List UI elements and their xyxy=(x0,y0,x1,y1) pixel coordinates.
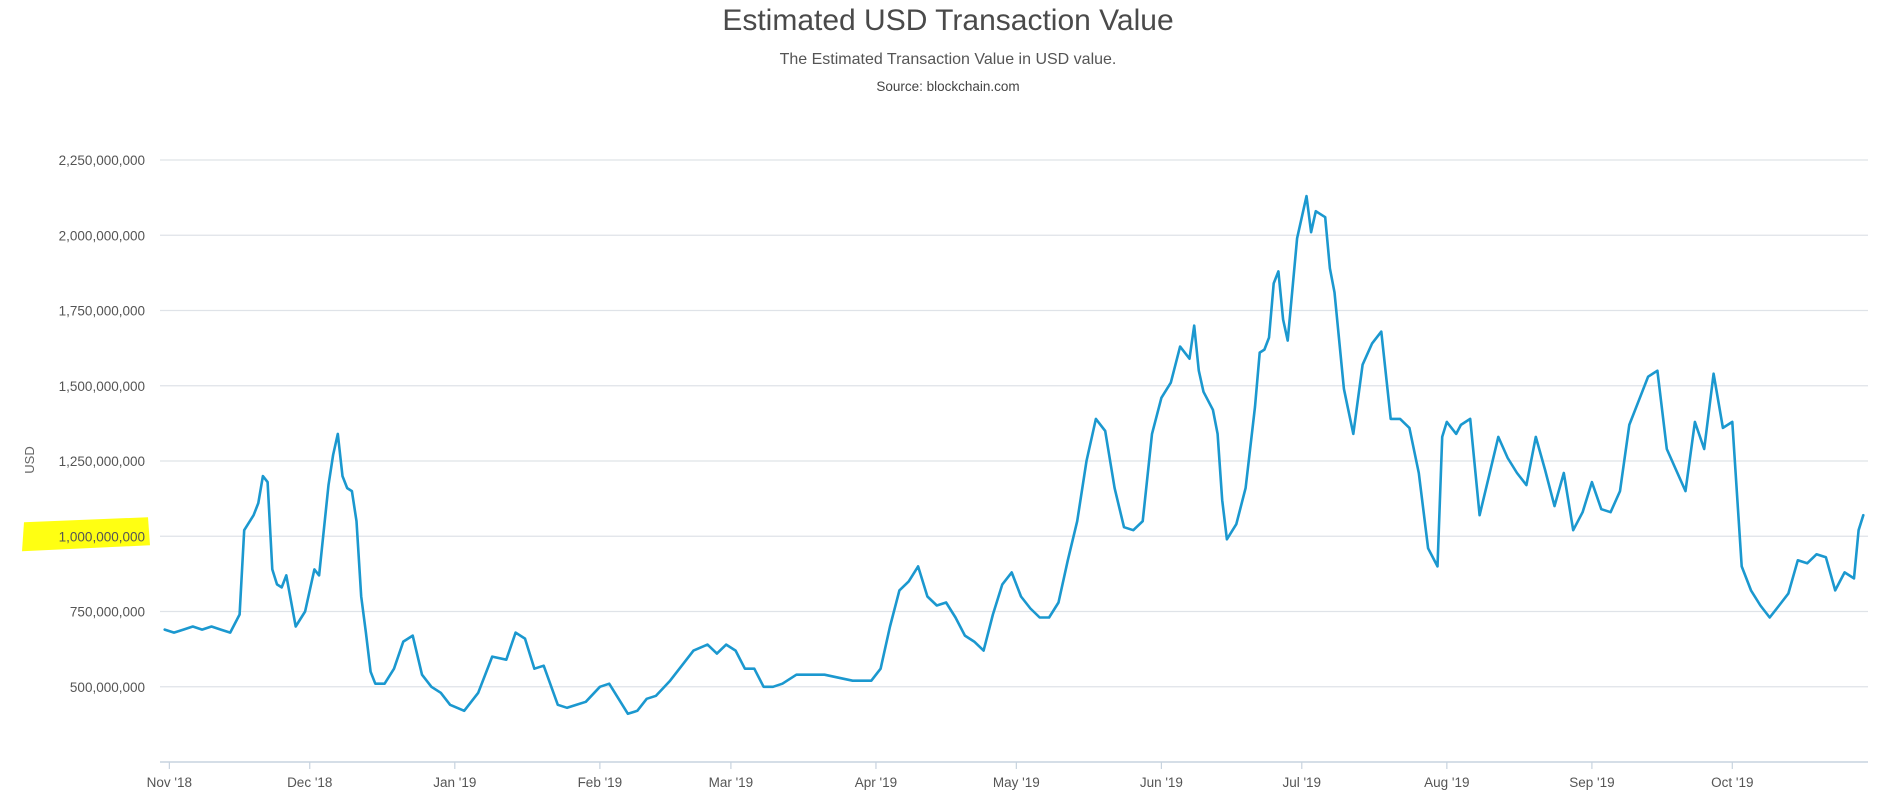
y-tick-label: 1,750,000,000 xyxy=(59,304,145,319)
y-tick-label: 1,250,000,000 xyxy=(59,454,145,469)
x-tick-label: Jan '19 xyxy=(433,775,476,790)
chart-source: Source: blockchain.com xyxy=(876,79,1019,94)
x-tick-label: Jul '19 xyxy=(1282,775,1321,790)
chart-subtitle: The Estimated Transaction Value in USD v… xyxy=(780,51,1117,68)
x-tick-label: Aug '19 xyxy=(1424,775,1469,790)
y-tick-label: 500,000,000 xyxy=(70,680,145,695)
x-tick-label: Sep '19 xyxy=(1569,775,1614,790)
series-line xyxy=(163,194,1865,716)
y-axis-title: USD xyxy=(22,446,37,473)
x-tick-label: Apr '19 xyxy=(855,775,897,790)
y-axis-labels: 500,000,000 750,000,000 1,000,000,000 1,250… xyxy=(59,153,145,695)
series-layer xyxy=(163,194,1865,716)
y-tick-label: 750,000,000 xyxy=(70,605,145,620)
highlight-mark xyxy=(22,517,150,552)
x-tick-label: Oct '19 xyxy=(1711,775,1753,790)
x-axis: Nov '18 Dec '18 Jan '19 Feb '19 Mar '19 Apr '… xyxy=(147,761,1868,790)
x-tick-label: Dec '18 xyxy=(287,775,332,790)
y-tick-label: 1,000,000,000 xyxy=(59,529,145,544)
x-tick-label: Feb '19 xyxy=(578,775,623,790)
x-tick-label: Mar '19 xyxy=(709,775,754,790)
highlight-layer xyxy=(22,517,150,552)
gridlines xyxy=(160,159,1868,688)
x-tick-label: May '19 xyxy=(993,775,1040,790)
chart-title: Estimated USD Transaction Value xyxy=(722,4,1173,37)
y-tick-label: 2,000,000,000 xyxy=(59,228,145,243)
y-tick-label: 2,250,000,000 xyxy=(59,153,145,168)
y-tick-label: 1,500,000,000 xyxy=(59,379,145,394)
x-tick-label: Jun '19 xyxy=(1140,775,1183,790)
x-tick-label: Nov '18 xyxy=(147,775,192,790)
